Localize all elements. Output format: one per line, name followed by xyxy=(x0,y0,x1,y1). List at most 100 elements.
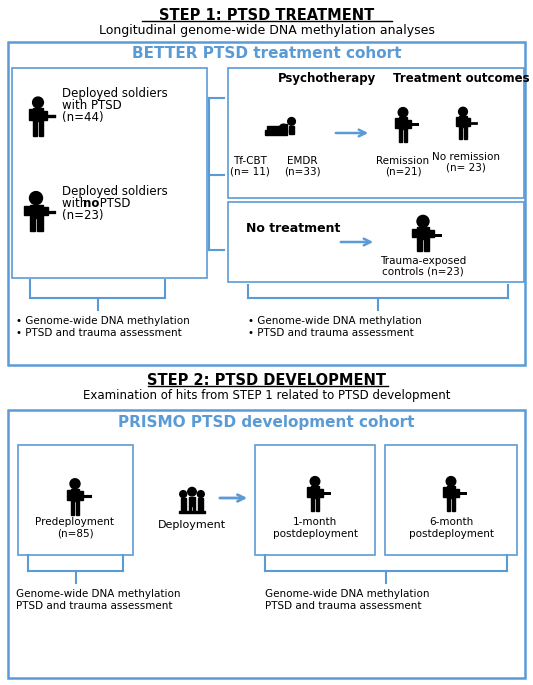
FancyBboxPatch shape xyxy=(417,239,422,251)
FancyBboxPatch shape xyxy=(228,202,524,282)
FancyBboxPatch shape xyxy=(198,506,200,511)
Text: Examination of hits from STEP 1 related to PTSD development: Examination of hits from STEP 1 related … xyxy=(83,389,450,402)
FancyBboxPatch shape xyxy=(459,116,467,127)
FancyBboxPatch shape xyxy=(189,506,191,512)
FancyBboxPatch shape xyxy=(8,42,525,365)
FancyBboxPatch shape xyxy=(43,207,47,215)
Text: Predeployment: Predeployment xyxy=(36,517,115,527)
FancyBboxPatch shape xyxy=(429,229,434,237)
Text: Psychotherapy: Psychotherapy xyxy=(278,72,376,85)
FancyBboxPatch shape xyxy=(228,68,524,198)
FancyBboxPatch shape xyxy=(417,227,429,239)
FancyBboxPatch shape xyxy=(456,117,459,126)
Text: STEP 1: PTSD TREATMENT: STEP 1: PTSD TREATMENT xyxy=(159,8,374,23)
FancyBboxPatch shape xyxy=(307,488,311,497)
FancyBboxPatch shape xyxy=(455,488,459,497)
FancyBboxPatch shape xyxy=(39,121,43,136)
FancyBboxPatch shape xyxy=(264,130,287,134)
Text: Treatment outcomes: Treatment outcomes xyxy=(393,72,530,85)
FancyBboxPatch shape xyxy=(464,127,467,139)
Text: No remission: No remission xyxy=(432,152,500,162)
Text: PTSD: PTSD xyxy=(96,197,131,210)
Circle shape xyxy=(188,488,196,496)
FancyBboxPatch shape xyxy=(71,501,75,515)
Text: Genome-wide DNA methylation: Genome-wide DNA methylation xyxy=(16,589,181,599)
FancyBboxPatch shape xyxy=(201,506,203,511)
Text: Deployed soldiers: Deployed soldiers xyxy=(62,87,168,100)
Text: Longitudinal genome-wide DNA methylation analyses: Longitudinal genome-wide DNA methylation… xyxy=(99,24,434,37)
FancyBboxPatch shape xyxy=(289,126,294,134)
FancyBboxPatch shape xyxy=(447,498,450,512)
FancyBboxPatch shape xyxy=(267,126,282,130)
Text: Remission: Remission xyxy=(376,156,430,166)
FancyBboxPatch shape xyxy=(385,445,517,555)
FancyBboxPatch shape xyxy=(399,117,407,129)
Text: postdeployment: postdeployment xyxy=(408,529,494,539)
FancyBboxPatch shape xyxy=(18,445,133,555)
FancyBboxPatch shape xyxy=(311,486,319,498)
Text: (n=85): (n=85) xyxy=(56,529,93,539)
FancyBboxPatch shape xyxy=(181,498,185,506)
FancyBboxPatch shape xyxy=(8,410,525,678)
FancyBboxPatch shape xyxy=(33,108,43,121)
Circle shape xyxy=(180,490,187,497)
FancyBboxPatch shape xyxy=(79,491,83,500)
Circle shape xyxy=(70,479,80,489)
Circle shape xyxy=(279,124,287,132)
FancyBboxPatch shape xyxy=(29,205,43,218)
FancyBboxPatch shape xyxy=(33,121,37,136)
Circle shape xyxy=(29,192,43,205)
FancyBboxPatch shape xyxy=(181,506,183,511)
FancyBboxPatch shape xyxy=(184,506,185,511)
Text: STEP 2: PTSD DEVELOPMENT: STEP 2: PTSD DEVELOPMENT xyxy=(147,373,386,388)
FancyBboxPatch shape xyxy=(412,229,417,237)
FancyBboxPatch shape xyxy=(407,120,411,128)
FancyBboxPatch shape xyxy=(43,110,47,120)
Text: PRISMO PTSD development cohort: PRISMO PTSD development cohort xyxy=(118,415,415,430)
Text: postdeployment: postdeployment xyxy=(272,529,358,539)
FancyBboxPatch shape xyxy=(403,129,407,142)
FancyBboxPatch shape xyxy=(447,486,455,498)
FancyBboxPatch shape xyxy=(37,218,43,231)
Text: EMDR: EMDR xyxy=(287,156,317,166)
Circle shape xyxy=(446,477,456,486)
FancyBboxPatch shape xyxy=(443,488,447,497)
Circle shape xyxy=(33,97,43,108)
FancyBboxPatch shape xyxy=(311,498,314,512)
Circle shape xyxy=(288,118,295,125)
Text: (n=44): (n=44) xyxy=(62,111,103,124)
FancyBboxPatch shape xyxy=(29,218,35,231)
Text: Deployment: Deployment xyxy=(158,520,226,530)
FancyBboxPatch shape xyxy=(29,109,33,120)
Text: (n=23): (n=23) xyxy=(62,209,103,222)
FancyBboxPatch shape xyxy=(399,129,402,142)
Circle shape xyxy=(310,477,320,486)
Text: (n= 23): (n= 23) xyxy=(446,162,486,172)
Text: Tf-CBT: Tf-CBT xyxy=(233,156,267,166)
Circle shape xyxy=(197,490,204,497)
Text: Deployed soldiers: Deployed soldiers xyxy=(62,185,168,198)
Text: • Genome-wide DNA methylation: • Genome-wide DNA methylation xyxy=(16,316,190,326)
Text: Genome-wide DNA methylation: Genome-wide DNA methylation xyxy=(265,589,430,599)
Text: • PTSD and trauma assessment: • PTSD and trauma assessment xyxy=(16,328,182,338)
FancyBboxPatch shape xyxy=(198,498,203,506)
Circle shape xyxy=(417,215,429,227)
Text: • Genome-wide DNA methylation: • Genome-wide DNA methylation xyxy=(248,316,422,326)
FancyBboxPatch shape xyxy=(451,498,455,512)
FancyBboxPatch shape xyxy=(189,497,195,506)
FancyBboxPatch shape xyxy=(67,490,71,500)
Text: with PTSD: with PTSD xyxy=(62,99,122,112)
Text: (n= 11): (n= 11) xyxy=(230,166,270,176)
Circle shape xyxy=(398,108,408,117)
FancyBboxPatch shape xyxy=(316,498,319,512)
Text: (n=21): (n=21) xyxy=(385,166,421,176)
Text: PTSD and trauma assessment: PTSD and trauma assessment xyxy=(265,601,422,611)
Text: • PTSD and trauma assessment: • PTSD and trauma assessment xyxy=(248,328,414,338)
FancyBboxPatch shape xyxy=(467,119,470,126)
FancyBboxPatch shape xyxy=(424,239,429,251)
Text: 1-month: 1-month xyxy=(293,517,337,527)
FancyBboxPatch shape xyxy=(179,510,205,513)
Text: PTSD and trauma assessment: PTSD and trauma assessment xyxy=(16,601,173,611)
FancyBboxPatch shape xyxy=(71,489,79,501)
FancyBboxPatch shape xyxy=(285,123,287,132)
